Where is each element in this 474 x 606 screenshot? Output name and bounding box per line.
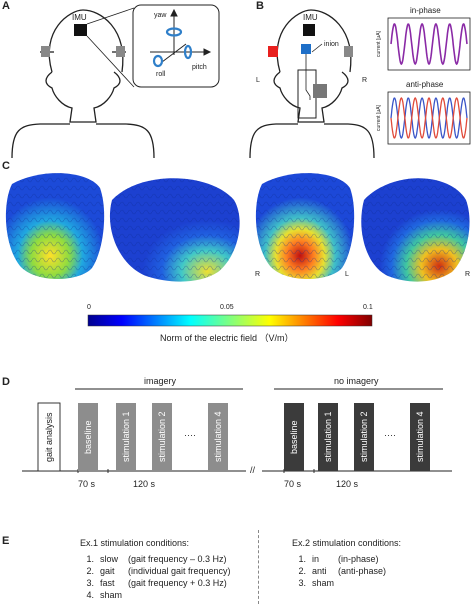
panel-e-divider <box>258 530 259 604</box>
pitch-label: pitch <box>192 64 207 71</box>
inion-label: inion <box>324 41 339 48</box>
gait-analysis-label: gait analysis <box>44 412 54 462</box>
imagery-stim1-label: stimulation 1 <box>121 411 131 463</box>
imu-sensor <box>74 24 87 36</box>
no-imagery-baseline-block <box>284 403 304 471</box>
time-70s-imagery: 70 s <box>78 479 96 489</box>
ex1-title: Ex.1 stimulation conditions: <box>80 538 190 548</box>
brain3-left-label: L <box>345 271 349 278</box>
time-120s-imagery: 120 s <box>133 479 156 489</box>
panel-b-letter: B <box>256 0 264 12</box>
no-imagery-stim4-block <box>410 403 430 471</box>
roll-label: roll <box>156 71 166 78</box>
protocol-timeline <box>22 388 452 473</box>
left-electrode <box>41 46 50 57</box>
electric-field-colorbar <box>87 314 373 327</box>
imu-label-a: IMU <box>72 13 87 22</box>
brain3-right-label: R <box>255 271 261 278</box>
imagery-baseline-label: baseline <box>83 420 93 454</box>
imagery-stim4-label: stimulation 4 <box>213 411 223 463</box>
panel-d-letter: D <box>2 376 10 388</box>
right-electrode-gray <box>344 46 353 57</box>
brain-electric-field-maps <box>5 173 470 327</box>
imagery-stim2-block <box>152 403 172 471</box>
no-imagery-stim2-label: stimulation 2 <box>359 411 369 463</box>
ex1-condition: 1. slow (gait frequency – 0.3 Hz) <box>86 554 227 564</box>
panel-e-letter: E <box>2 535 10 547</box>
anti-phase-ylabel: current [μA] <box>376 105 382 131</box>
anti-phase-title: anti-phase <box>406 80 444 89</box>
timeline-break: // <box>250 465 256 475</box>
ex2-condition: 3. sham <box>298 578 335 588</box>
ex1-conditions: 1. slow (gait frequency – 0.3 Hz) 2. gait (i… <box>80 553 231 601</box>
panel-a-letter: A <box>2 0 10 12</box>
no-imagery-baseline-label: baseline <box>289 420 299 454</box>
brain4-right-label: R <box>465 271 471 278</box>
colorbar-label: Norm of the electric field （V/m） <box>160 333 294 343</box>
panel-b-head-diagram <box>249 9 471 159</box>
no-imagery-stim2-block <box>354 403 374 471</box>
time-120s-no-imagery: 120 s <box>336 479 359 489</box>
colorbar-min: 0 <box>87 304 91 311</box>
gait-analysis-block <box>37 402 61 472</box>
imagery-stim2-label: stimulation 2 <box>157 411 167 463</box>
no-imagery-stim1-block <box>318 403 338 471</box>
ex1-condition: 4. sham <box>86 590 123 600</box>
imu-sensor-b <box>303 24 315 36</box>
no-imagery-stim1-label: stimulation 1 <box>323 411 333 463</box>
ex2-condition: 2. anti (anti-phase) <box>298 566 387 576</box>
ex2-title: Ex.2 stimulation conditions: <box>292 538 402 548</box>
inion-electrode-blue <box>301 44 311 54</box>
panel-a-head-diagram <box>11 4 220 159</box>
imagery-ellipsis: ···· <box>184 430 196 440</box>
left-side-label: L <box>256 77 260 84</box>
colorbar-max: 0.1 <box>363 304 373 311</box>
imagery-stim4-block <box>208 403 228 471</box>
imagery-baseline-block <box>78 403 98 471</box>
panel-c-letter: C <box>2 160 10 172</box>
in-phase-ylabel: current [μA] <box>376 31 382 57</box>
no-imagery-ellipsis: ···· <box>384 430 396 440</box>
ex1-condition: 3. fast (gait frequency + 0.3 Hz) <box>86 578 227 588</box>
right-electrode <box>116 46 125 57</box>
imu-axes-inset <box>132 4 220 88</box>
ex1-condition: 2. gait (individual gait frequency) <box>86 566 231 576</box>
no-imagery-label: no imagery <box>334 376 379 386</box>
no-imagery-stim4-label: stimulation 4 <box>415 411 425 463</box>
imagery-label: imagery <box>144 376 177 386</box>
right-side-label: R <box>362 77 368 84</box>
ex2-condition: 1. in (in-phase) <box>298 554 379 564</box>
left-electrode-red <box>268 46 278 57</box>
in-phase-title: in-phase <box>410 6 441 15</box>
imagery-stim1-block <box>116 403 136 471</box>
time-70s-no-imagery: 70 s <box>284 479 302 489</box>
colorbar-mid: 0.05 <box>220 304 234 311</box>
ex2-conditions: 1. in (in-phase) 2. anti (anti-phase) 3. sham <box>292 553 386 589</box>
imu-label-b: IMU <box>303 13 318 22</box>
yaw-label: yaw <box>154 12 167 19</box>
